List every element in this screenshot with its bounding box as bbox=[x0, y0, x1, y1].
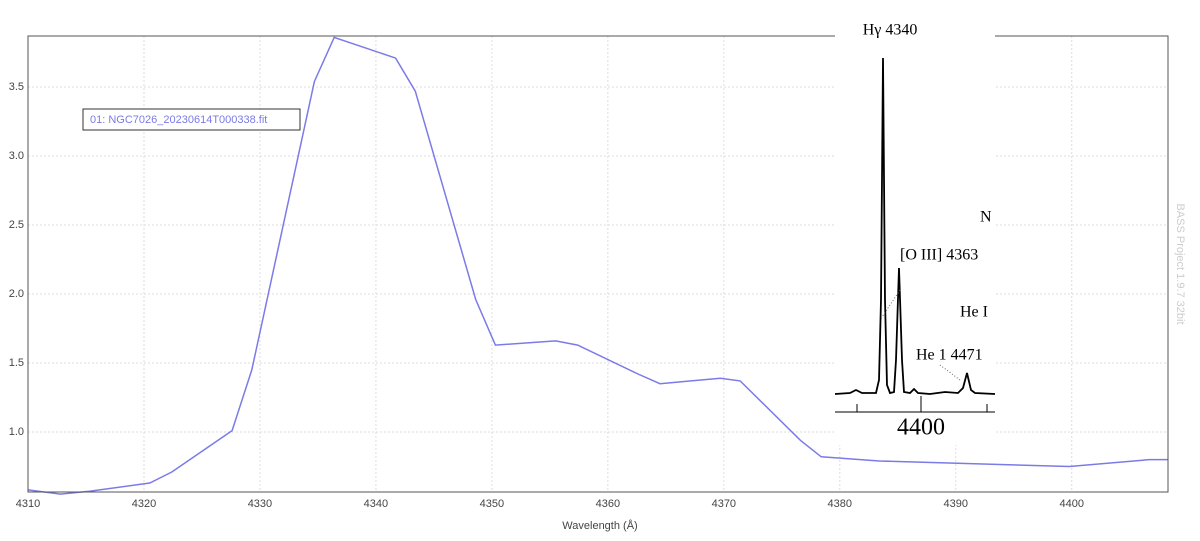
x-axis-label: Wavelength (Å) bbox=[562, 519, 637, 532]
x-tick-label: 4340 bbox=[364, 498, 388, 510]
data-line bbox=[27, 36, 1168, 495]
inset-label: He I bbox=[960, 304, 988, 321]
y-tick-label: 1.0 bbox=[9, 426, 24, 438]
x-tick-label: 4350 bbox=[480, 498, 504, 510]
legend: 01: NGC7026_20230614T000338.fit bbox=[82, 108, 301, 131]
inset-label: N bbox=[980, 209, 992, 226]
inset: Hγ 4340 N [O III] 4363 He I He 1 4471 44… bbox=[835, 22, 995, 445]
inset-leader bbox=[879, 289, 901, 321]
watermark: BASS Project 1.9.7 32bit bbox=[1174, 203, 1186, 324]
y-tick-label: 2.0 bbox=[9, 288, 24, 300]
inset-title: Hγ 4340 bbox=[863, 22, 918, 39]
x-tick-label: 4370 bbox=[712, 498, 736, 510]
x-tick-label: 4320 bbox=[132, 498, 156, 510]
y-tick-label: 3.0 bbox=[9, 150, 24, 162]
inset-spectrum bbox=[835, 57, 995, 395]
frame bbox=[27, 35, 1169, 493]
inset-leader bbox=[939, 364, 961, 381]
legend-box bbox=[82, 108, 301, 131]
inset-label: [O III] 4363 bbox=[900, 247, 978, 264]
y-tick-label: 2.5 bbox=[9, 219, 24, 231]
x-tick-label: 4330 bbox=[248, 498, 272, 510]
legend-label: 01: NGC7026_20230614T000338.fit bbox=[90, 114, 267, 126]
inset-axis-label: 4400 bbox=[897, 415, 945, 441]
x-tick-label: 4310 bbox=[16, 498, 40, 510]
y-tick-label: 1.5 bbox=[9, 357, 24, 369]
inset-label: He 1 4471 bbox=[916, 347, 983, 364]
y-tick-label: 3.5 bbox=[9, 81, 24, 93]
inset-background bbox=[835, 28, 995, 445]
x-tick-label: 4360 bbox=[596, 498, 620, 510]
x-tick-label: 4380 bbox=[828, 498, 852, 510]
x-tick-label: 4390 bbox=[944, 498, 968, 510]
plot-area bbox=[27, 36, 1168, 495]
x-tick-label: 4400 bbox=[1060, 498, 1084, 510]
